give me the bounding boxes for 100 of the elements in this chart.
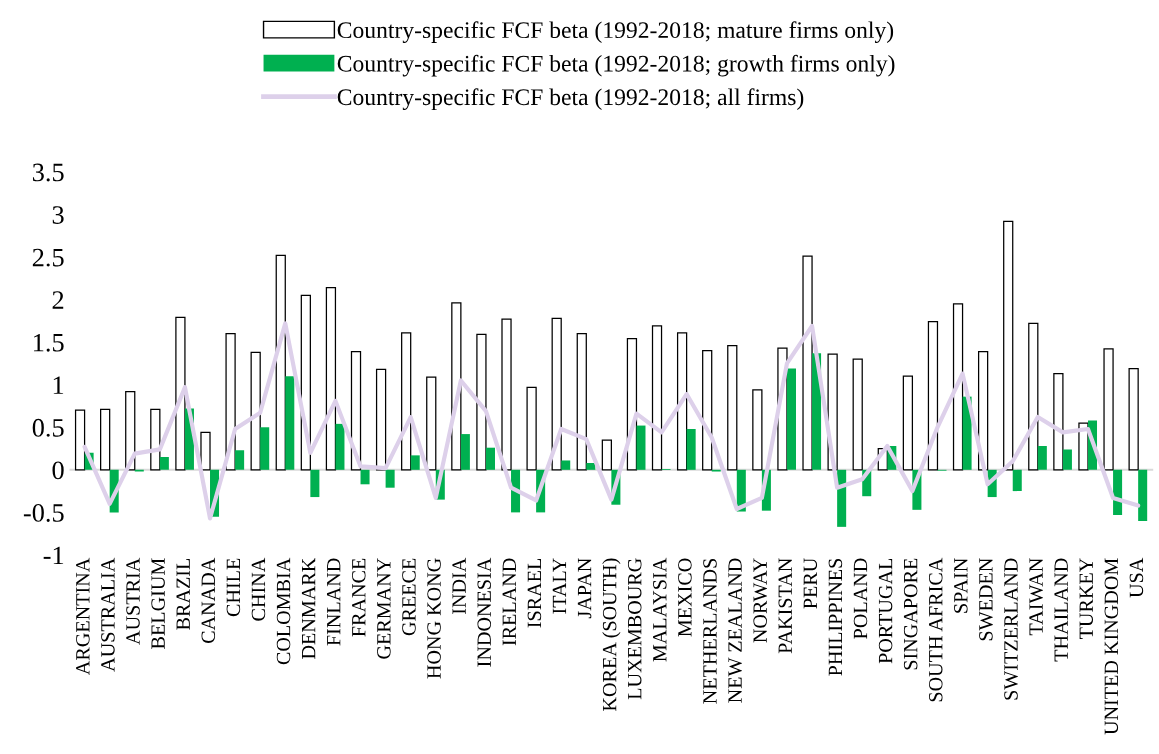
bar	[285, 376, 295, 470]
legend-label: Country-specific FCF beta (1992-2018; all firms)	[337, 88, 804, 111]
y-tick-label: 3.5	[32, 163, 64, 182]
line-series	[82, 321, 1141, 521]
x-tick-label: TAIWAN	[1029, 558, 1043, 636]
x-tick-label: SWITZERLAND	[1004, 558, 1018, 700]
bar	[902, 375, 914, 471]
x-tick-label: THAILAND	[1054, 558, 1068, 662]
x-tick-label: ISRAEL	[527, 558, 542, 628]
x-tick-label: BELGIUM	[151, 558, 165, 649]
x-tick-label: DENMARK	[301, 557, 316, 659]
bar	[360, 469, 370, 485]
x-tick-label: KOREA (SOUTH)	[602, 558, 621, 711]
bar	[426, 376, 437, 471]
x-tick-label: ARGENTINA	[76, 557, 90, 675]
x-tick-label: FINLAND	[326, 558, 341, 646]
bar	[586, 463, 596, 470]
bar	[1053, 373, 1064, 471]
x-tick-label: FRANCE	[352, 558, 366, 637]
bar	[1012, 469, 1022, 492]
bar	[1138, 469, 1148, 521]
x-tick-label: NEW ZEALAND	[728, 558, 742, 703]
x-tick-label: CHINA	[251, 557, 266, 621]
x-tick-label: HONG KONG	[427, 558, 441, 679]
x-tick-label: PORTUGAL	[878, 558, 893, 664]
bar	[1128, 367, 1139, 471]
x-tick-label: INDIA	[452, 557, 466, 615]
x-tick-label: NETHERLANDS	[703, 558, 717, 704]
x-tick-label: IRELAND	[502, 558, 516, 646]
y-tick-label: 2	[52, 291, 64, 309]
bar	[561, 460, 571, 470]
bar	[1003, 220, 1014, 471]
bar	[325, 287, 337, 471]
x-tick-label: NORWAY	[753, 558, 768, 643]
x-tick-label: USA	[1129, 557, 1144, 598]
bar	[752, 389, 763, 471]
bar	[335, 423, 345, 470]
bar	[1037, 445, 1047, 470]
bar	[837, 469, 847, 527]
x-tick-label: PAKISTAN	[778, 558, 793, 654]
bar	[310, 469, 320, 498]
x-tick-label: TURKEY	[1079, 558, 1094, 640]
x-tick-label: MALAYSIA	[653, 557, 667, 662]
x-tick-label: PHILIPPINES	[828, 558, 843, 676]
x-tick-label: POLAND	[853, 558, 868, 639]
bar	[526, 386, 537, 471]
x-tick-label: JAPAN	[577, 558, 592, 619]
legend-label: Country-specific FCF beta (1992-2018; growth firms only)	[337, 54, 895, 77]
y-tick-label: 0.5	[32, 418, 64, 437]
bar	[802, 255, 813, 471]
bar	[651, 325, 663, 471]
bar	[676, 332, 688, 471]
x-tick-label: COLOMBIA	[276, 557, 291, 665]
bar	[501, 318, 512, 471]
legend-label: Country-specific FCF beta (1992-2018; mature firms only)	[337, 21, 894, 43]
x-tick-label: INDONESIA	[477, 557, 491, 667]
bar	[852, 358, 863, 471]
bar	[235, 450, 245, 470]
bar	[410, 455, 420, 470]
x-tick-label: AUSTRIA	[126, 557, 140, 645]
bar	[74, 409, 86, 471]
bar	[636, 425, 646, 470]
y-tick-label: 0	[52, 461, 64, 480]
bar	[702, 350, 713, 471]
bar	[401, 332, 412, 471]
x-tick-label: BRAZIL	[176, 558, 190, 630]
x-tick-label: SPAIN	[954, 558, 968, 613]
bar	[786, 368, 796, 470]
x-tick-label: SOUTH AFRICA	[928, 557, 943, 702]
bar	[476, 333, 487, 471]
x-tick-label: CHILE	[226, 558, 241, 617]
x-tick-label: UNITED KINGDOM	[1104, 558, 1119, 735]
bar	[175, 316, 186, 471]
bar	[159, 457, 169, 470]
bar	[727, 344, 738, 471]
bar	[260, 427, 270, 470]
bar	[952, 303, 964, 471]
x-tick-label: SWEDEN	[979, 558, 993, 641]
bar	[686, 428, 696, 470]
x-tick-label: LUXEMBOURG	[627, 558, 642, 700]
y-tick-label: -0.5	[23, 503, 64, 522]
y-tick-label: -1	[43, 546, 64, 565]
bar	[200, 431, 211, 471]
bar	[460, 434, 470, 470]
x-tick-label: ITALY	[552, 558, 567, 614]
x-tick-label: SINGAPORE	[903, 558, 918, 670]
x-tick-label: GERMANY	[377, 558, 391, 659]
x-tick-label: GREECE	[402, 558, 416, 636]
bar	[100, 408, 111, 471]
bar	[485, 447, 495, 470]
x-tick-label: CANADA	[201, 557, 216, 644]
bar	[576, 333, 587, 471]
bar	[1062, 449, 1072, 470]
bar	[385, 469, 395, 488]
y-tick-label: 3	[52, 206, 64, 224]
bar	[601, 439, 612, 471]
y-tick-label: 2.5	[32, 248, 64, 267]
x-tick-label: PERU	[803, 558, 818, 609]
y-tick-label: 1.5	[34, 333, 64, 352]
x-tick-label: AUSTRALIA	[101, 557, 115, 672]
